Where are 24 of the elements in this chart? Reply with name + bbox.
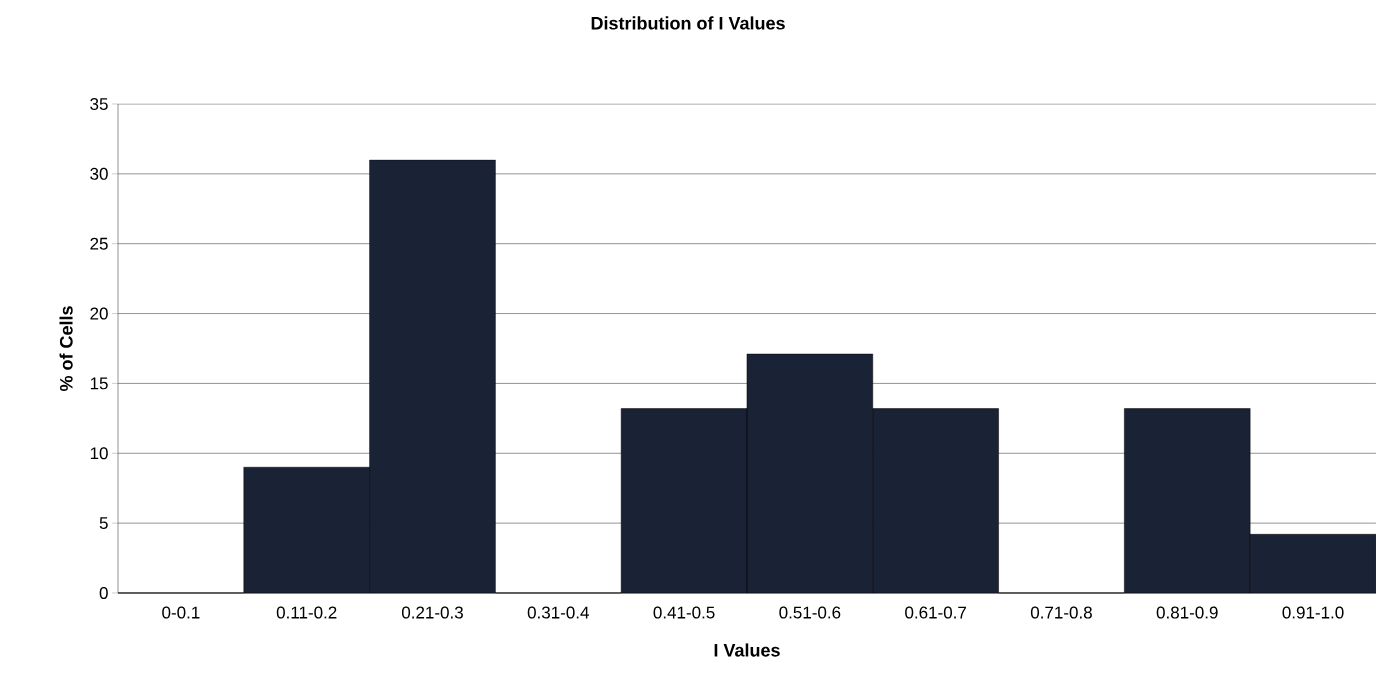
x-tick-label: 0-0.1 <box>162 606 200 619</box>
y-axis-title: % of Cells <box>59 306 73 392</box>
x-tick-label: 0.31-0.4 <box>527 606 589 619</box>
y-tick-label: 0 <box>99 586 108 600</box>
x-tick-label: 0.41-0.5 <box>653 606 715 619</box>
y-tick-label: 10 <box>90 447 108 460</box>
x-tick-label: 0.61-0.7 <box>905 606 966 619</box>
y-tick-label: 35 <box>90 97 108 111</box>
bar <box>1249 534 1376 594</box>
x-tick-label: 0.11-0.2 <box>276 606 337 619</box>
y-tick-label: 5 <box>99 517 108 530</box>
x-axis-title: I Values <box>714 643 780 657</box>
x-tick-label: 0.51-0.6 <box>779 606 841 619</box>
x-tick-label: 0.21-0.3 <box>401 606 463 619</box>
x-tick-label: 0.91-1.0 <box>1282 606 1344 619</box>
x-tick-label: 0.81-0.9 <box>1156 606 1218 619</box>
y-tick-label: 15 <box>90 377 108 390</box>
bar <box>1124 408 1251 593</box>
y-tick-label: 30 <box>90 167 108 180</box>
chart-title: Distribution of I Values <box>591 16 785 30</box>
y-tick-label: 25 <box>90 237 108 250</box>
x-tick-label: 0.71-0.8 <box>1030 606 1092 619</box>
y-tick-label: 20 <box>90 307 108 320</box>
bar <box>621 408 747 593</box>
